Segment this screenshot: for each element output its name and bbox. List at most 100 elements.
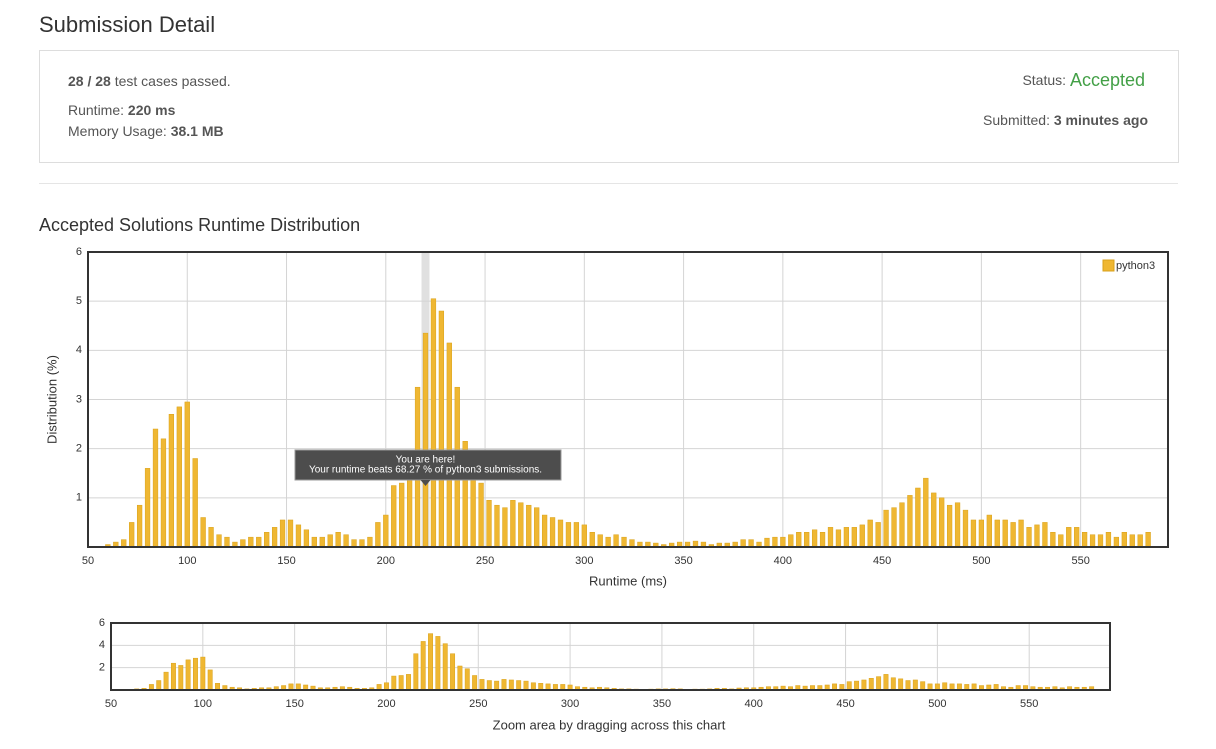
bar	[740, 539, 746, 548]
bar	[384, 682, 389, 691]
summary-box	[39, 50, 1179, 163]
x-tick-label: 400	[745, 698, 763, 710]
bar	[192, 458, 198, 548]
y-axis-label: Distribution (%)	[44, 355, 59, 444]
y-tick-label: 6	[76, 246, 82, 258]
y-tick-label: 3	[76, 393, 82, 405]
bar	[1145, 532, 1151, 548]
y-tick-label: 5	[76, 295, 82, 307]
bar	[534, 507, 540, 548]
bar	[796, 532, 802, 548]
bar	[494, 680, 500, 691]
bar	[200, 656, 206, 691]
bar	[136, 504, 143, 548]
bar	[422, 332, 429, 548]
bar	[168, 414, 175, 548]
bar	[898, 678, 904, 691]
bar	[1074, 527, 1080, 548]
bar	[375, 522, 381, 548]
bar	[303, 529, 310, 548]
bar	[144, 468, 151, 548]
bar	[883, 674, 889, 691]
bar	[629, 539, 635, 548]
bar	[494, 504, 500, 548]
bar	[526, 504, 532, 548]
bar	[905, 680, 911, 691]
bar	[530, 682, 536, 691]
tooltip-box	[294, 449, 562, 481]
cases: 28 / 28	[68, 73, 111, 89]
bar	[804, 532, 810, 548]
bar	[875, 522, 881, 548]
bar	[970, 519, 977, 548]
bar	[1089, 534, 1096, 548]
bar	[501, 679, 507, 691]
bar	[351, 539, 357, 548]
bar	[391, 675, 397, 691]
bar	[565, 522, 572, 548]
bar	[994, 519, 1000, 548]
bar	[479, 679, 485, 691]
bar	[129, 522, 135, 548]
bar	[1121, 532, 1127, 548]
x-tick-label: 450	[873, 555, 891, 567]
bar	[1137, 534, 1143, 548]
tooltip-title: You are here!	[396, 455, 456, 466]
bar	[1105, 532, 1112, 548]
x-tick-label: 350	[674, 555, 692, 567]
bar	[279, 519, 286, 548]
cases-line: 28 / 28 test cases passed.	[68, 73, 231, 89]
bar	[399, 482, 405, 548]
memory-line: Memory Usage: 38.1 MB	[68, 123, 224, 139]
bar	[502, 507, 508, 548]
x-tick-label: 100	[194, 698, 212, 710]
x-tick-label: 500	[972, 555, 990, 567]
bar	[605, 536, 611, 548]
bar	[486, 500, 492, 548]
x-tick-label: 400	[774, 555, 792, 567]
x-tick-label: 550	[1020, 698, 1038, 710]
bar	[1097, 534, 1104, 548]
x-tick-label: 250	[469, 698, 487, 710]
bar	[1042, 522, 1048, 548]
x-tick-label: 350	[653, 698, 671, 710]
y-tick-label: 2	[76, 443, 82, 455]
bar	[516, 680, 522, 691]
x-tick-label: 100	[178, 555, 196, 567]
x-tick-label: 150	[277, 555, 295, 567]
bar	[391, 485, 397, 548]
legend-swatch	[1102, 259, 1115, 272]
bar	[248, 536, 254, 548]
bar	[954, 502, 961, 548]
bar	[920, 681, 926, 691]
bar	[851, 527, 857, 548]
bar	[271, 527, 278, 548]
bar	[184, 401, 190, 548]
bar	[215, 683, 220, 691]
bar	[939, 497, 945, 548]
bar	[861, 679, 867, 691]
navigator-caption: Zoom area by dragging across this chart	[493, 717, 726, 732]
status[interactable]: Accepted	[1070, 70, 1145, 90]
bar	[1058, 534, 1064, 548]
memory-label: Memory Usage:	[68, 123, 167, 139]
bar	[891, 507, 897, 548]
bar	[899, 502, 905, 548]
status-label: Status:	[1022, 72, 1066, 88]
x-tick-label: 250	[476, 555, 494, 567]
x-tick-label: 450	[836, 698, 854, 710]
cases-text: test cases passed.	[115, 73, 231, 89]
bar	[156, 680, 162, 691]
bar	[978, 519, 985, 548]
bar	[915, 487, 921, 548]
bar	[170, 662, 176, 691]
bar	[240, 539, 246, 548]
bar	[859, 524, 865, 548]
x-tick-label: 50	[82, 555, 94, 567]
bar	[890, 677, 896, 691]
bar	[912, 679, 918, 691]
bar	[597, 534, 603, 548]
page-title: Submission Detail	[39, 12, 215, 37]
